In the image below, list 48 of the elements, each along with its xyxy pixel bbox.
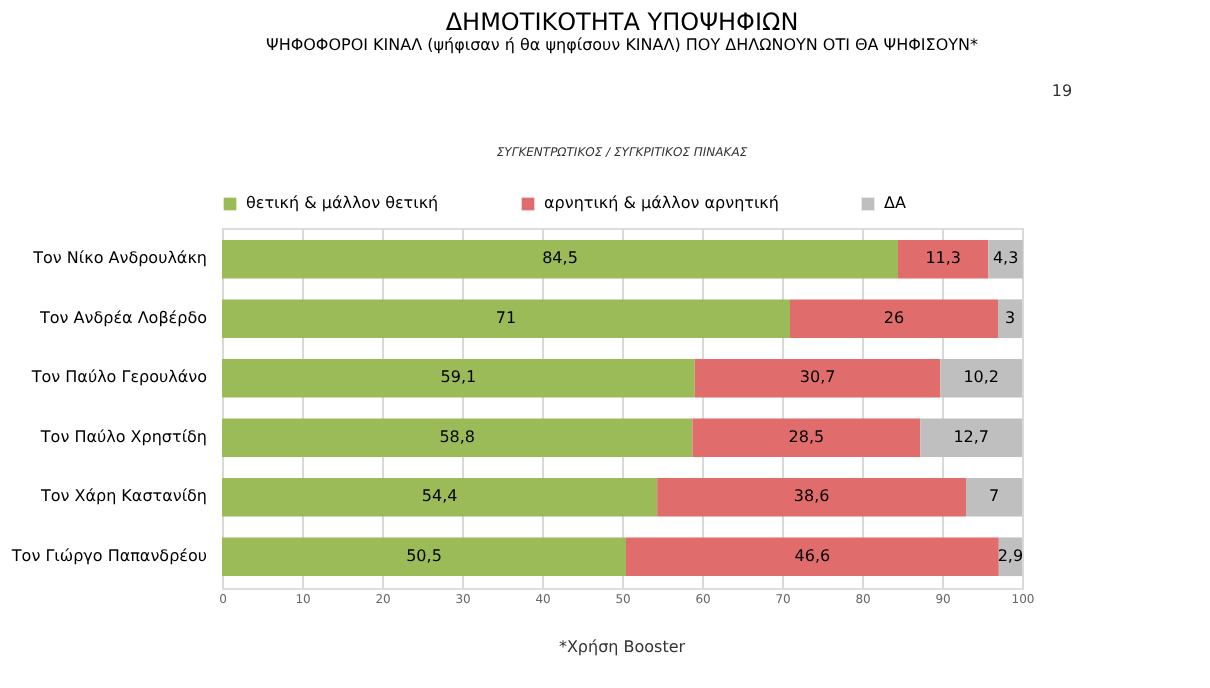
data-label: 71 xyxy=(495,308,517,327)
data-label: 38,6 xyxy=(793,487,830,506)
bar xyxy=(940,358,1022,398)
data-label: 7 xyxy=(988,487,1000,506)
data-label: 46,6 xyxy=(794,546,831,565)
bar xyxy=(692,418,921,458)
chart-subtitle: ΨΗΦΟΦΟΡΟΙ ΚΙΝΑΛ (ψήφισαν ή θα ψηφίσουν ΚΙΝΑΛ) ΠΟΥ ΔΗΛΩΝΟΥΝ ΟΤΙ ΘΑ ΨΗΦΙΣΟΥΝ* xyxy=(266,36,978,54)
bar xyxy=(920,418,1022,458)
bar xyxy=(222,239,898,279)
bar xyxy=(222,418,693,458)
y-tick-label: Τον Παύλο Γερουλάνο xyxy=(29,368,208,387)
bar xyxy=(898,239,989,279)
data-label: 84,5 xyxy=(542,249,578,268)
data-label: 10,2 xyxy=(963,368,1000,387)
chart-title: ΔΗΜΟΤΙΚΟΤΗΤΑ ΥΠΟΨΗΦΙΩΝ xyxy=(445,8,799,36)
bar xyxy=(988,239,1023,279)
bar xyxy=(626,537,999,577)
data-label: 3 xyxy=(1004,308,1016,327)
data-label: 50,5 xyxy=(406,546,442,565)
data-label: 4,3 xyxy=(992,249,1019,268)
data-label: 12,7 xyxy=(953,427,990,446)
data-label: 59,1 xyxy=(440,368,477,387)
y-tick-label: Τον Νίκο Ανδρουλάκη xyxy=(31,249,207,268)
y-tick-label: Τον Γιώργο Παπανδρέου xyxy=(9,546,208,565)
bar xyxy=(998,299,1022,339)
y-tick-label: Τον Χάρη Καστανίδη xyxy=(38,487,207,506)
bar xyxy=(222,358,695,398)
text: *Χρήση Booster xyxy=(558,638,687,656)
legend-label: αρνητική & μάλλον αρνητική xyxy=(544,194,779,212)
data-label: 26 xyxy=(883,308,905,327)
data-label: 58,8 xyxy=(439,427,476,446)
data-label: 11,3 xyxy=(925,249,962,268)
bar xyxy=(694,358,941,398)
data-label: 30,7 xyxy=(799,368,836,387)
bar xyxy=(222,477,658,517)
data-label: 2,9 xyxy=(997,546,1024,565)
data-label: 54,4 xyxy=(421,487,458,506)
bar xyxy=(657,477,966,517)
bar xyxy=(222,537,626,577)
bar xyxy=(222,299,790,339)
bar xyxy=(966,477,1022,517)
legend-label: θετική & μάλλον θετική xyxy=(246,194,439,212)
y-tick-label: Τον Ανδρέα Λοβέρδο xyxy=(37,308,208,327)
text: 19 xyxy=(1051,82,1073,100)
data-label: 28,5 xyxy=(788,427,825,446)
y-tick-label: Τον Παύλο Χρηστίδη xyxy=(38,427,207,446)
legend-label: ΔΑ xyxy=(884,194,907,212)
bar xyxy=(790,299,998,339)
